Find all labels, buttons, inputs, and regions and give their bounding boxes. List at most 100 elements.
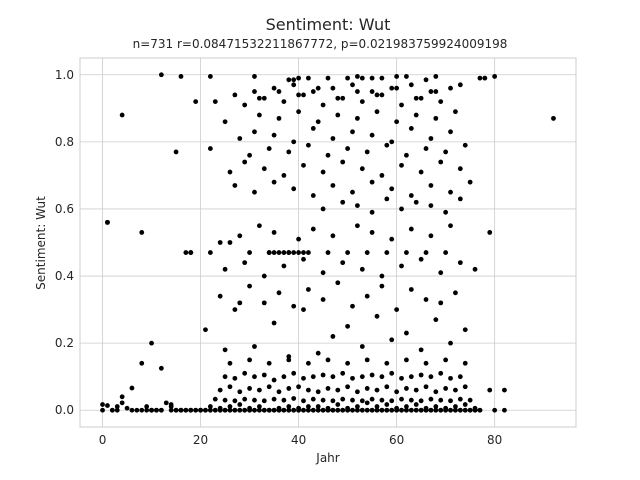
data-point — [286, 407, 292, 413]
data-point — [276, 290, 282, 296]
data-point — [261, 372, 267, 378]
data-point — [247, 357, 252, 363]
data-point — [256, 387, 262, 393]
data-point — [423, 146, 429, 151]
data-point — [158, 407, 164, 413]
data-point — [271, 230, 277, 235]
data-point — [281, 374, 287, 380]
data-point — [217, 387, 223, 393]
data-point — [281, 397, 287, 403]
data-point — [286, 386, 292, 391]
data-point — [325, 357, 331, 363]
data-point — [335, 407, 341, 413]
data-point — [355, 115, 360, 121]
data-point — [335, 402, 341, 407]
data-point — [423, 77, 429, 83]
data-point — [428, 233, 434, 239]
data-point — [428, 407, 434, 413]
data-point — [296, 407, 301, 413]
data-point — [276, 407, 282, 413]
data-point — [487, 387, 493, 393]
data-point — [438, 407, 444, 413]
data-point — [212, 99, 218, 105]
data-point — [413, 95, 419, 101]
data-point — [438, 99, 444, 105]
plot-frame — [79, 57, 577, 428]
data-point — [462, 327, 468, 333]
data-point — [374, 404, 380, 409]
data-point — [438, 397, 444, 403]
data-point — [310, 374, 316, 380]
data-point — [271, 377, 277, 383]
x-tick-label: 20 — [193, 433, 208, 447]
data-point — [252, 397, 257, 403]
data-point — [408, 407, 414, 413]
data-point — [404, 404, 409, 409]
data-point — [305, 250, 311, 255]
data-point — [320, 102, 326, 108]
data-point — [359, 75, 365, 81]
data-point — [232, 183, 238, 188]
data-point — [340, 159, 346, 165]
data-point — [256, 95, 262, 101]
data-point — [433, 407, 439, 413]
data-point — [325, 152, 331, 158]
data-point — [330, 85, 336, 91]
data-point — [301, 250, 306, 255]
data-point — [301, 256, 306, 262]
data-point — [271, 179, 277, 185]
data-point — [482, 75, 488, 81]
data-point — [369, 209, 375, 215]
data-point — [345, 360, 351, 366]
data-point — [139, 230, 145, 235]
data-point — [247, 152, 252, 158]
data-point — [325, 75, 331, 81]
data-point — [222, 119, 228, 125]
data-point — [359, 407, 365, 413]
data-point — [315, 404, 321, 409]
data-point — [379, 92, 385, 98]
data-point — [252, 129, 257, 135]
data-point — [301, 307, 306, 312]
data-point — [335, 387, 341, 393]
data-point — [158, 365, 164, 371]
data-point — [477, 75, 483, 81]
data-point — [286, 354, 292, 359]
data-point — [413, 387, 419, 393]
data-point — [448, 340, 453, 346]
data-point — [256, 112, 262, 118]
data-point — [168, 404, 174, 409]
data-point — [350, 82, 355, 88]
data-point — [487, 230, 493, 235]
data-point — [183, 250, 189, 255]
x-axis-label: Jahr — [315, 451, 339, 465]
data-point — [453, 387, 458, 393]
data-point — [188, 407, 194, 413]
data-point — [428, 89, 434, 94]
data-point — [448, 129, 453, 135]
data-point — [129, 407, 135, 413]
data-point — [252, 374, 257, 380]
data-point — [315, 119, 321, 125]
data-point — [119, 394, 125, 400]
data-point — [364, 407, 370, 413]
data-point — [305, 287, 311, 292]
data-point — [492, 74, 498, 79]
data-point — [374, 313, 380, 319]
data-point — [453, 290, 458, 296]
x-tick-label: 0 — [99, 433, 107, 447]
data-point — [404, 74, 409, 79]
data-point — [379, 273, 385, 279]
data-point — [320, 169, 326, 175]
data-point — [305, 404, 311, 409]
data-point — [242, 407, 248, 413]
data-point — [305, 360, 311, 366]
data-point — [188, 250, 194, 255]
data-point — [340, 95, 346, 101]
data-point — [325, 386, 331, 391]
data-point — [457, 82, 463, 88]
data-point — [124, 405, 130, 411]
data-point — [443, 407, 449, 413]
data-point — [193, 99, 199, 105]
data-point — [350, 129, 355, 135]
